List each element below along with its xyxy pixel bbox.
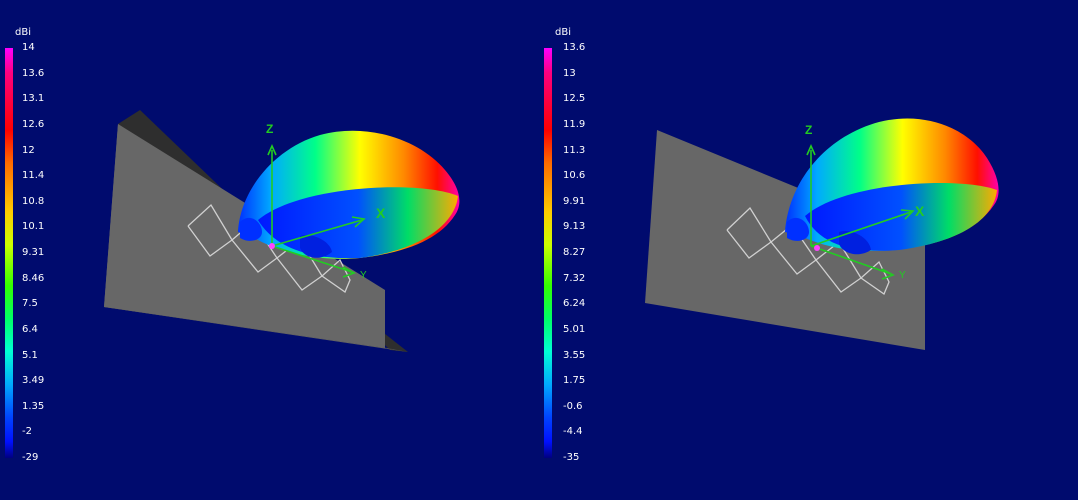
x-axis-label: X xyxy=(376,205,386,221)
legend-tick-label: 10.1 xyxy=(22,221,45,233)
legend-tick-label: 1.75 xyxy=(563,375,586,387)
legend-tick-label: 1.35 xyxy=(22,400,45,412)
x-axis-label: X xyxy=(915,203,925,219)
origin-marker xyxy=(269,243,275,249)
legend-tick-label: 11.3 xyxy=(563,144,586,156)
legend-tick-label: 3.55 xyxy=(563,349,586,361)
legend-tick-label: 8.27 xyxy=(563,247,586,258)
z-axis-label: Z xyxy=(805,123,812,137)
legend-tick-label: 9.31 xyxy=(22,247,45,258)
legend-tick-label: 10.6 xyxy=(563,170,586,182)
color-scale-ticks: 13.6 13 12.5 11.9 11.3 10.6 9.91 9.13 8.27 7.32 6.… xyxy=(563,43,603,463)
legend-tick-label: 11.9 xyxy=(563,118,586,130)
legend-tick-label: 7.5 xyxy=(22,298,38,310)
z-axis-label: Z xyxy=(266,122,273,136)
legend-tick-label: 3.49 xyxy=(22,375,45,387)
legend-tick-label: 6.24 xyxy=(563,298,586,310)
legend-tick-label: 6.4 xyxy=(22,323,38,335)
legend-tick-label: -4.4 xyxy=(563,426,583,438)
legend-tick-label: 9.13 xyxy=(563,221,586,233)
y-axis-label: Y xyxy=(899,270,906,281)
legend-tick-label: 14 xyxy=(22,42,35,53)
legend-tick-label: 5.01 xyxy=(563,323,586,335)
legend-tick-label: 7.32 xyxy=(563,272,586,284)
legend-tick-label: -0.6 xyxy=(563,400,583,412)
legend-unit-label: dBi xyxy=(555,27,571,38)
legend-tick-label: -29 xyxy=(22,452,39,463)
legend-tick-label: 13 xyxy=(563,67,576,79)
legend-tick-label: 9.91 xyxy=(563,195,586,207)
coordinate-axes xyxy=(806,144,915,280)
radiation-pattern-lobe xyxy=(785,118,999,255)
origin-marker xyxy=(814,245,820,251)
legend-tick-label: 5.1 xyxy=(22,349,38,361)
reflector-plate xyxy=(645,130,925,350)
color-scale-bar xyxy=(5,48,13,458)
legend-tick-label: 12.6 xyxy=(22,118,45,130)
legend-tick-label: 13.6 xyxy=(563,42,586,53)
left-pattern-panel: dBi 14 13.6 13.1 12.6 12 11.4 10.8 10.1 9.31 8.46… xyxy=(0,0,539,500)
color-scale-bar xyxy=(544,48,552,458)
3d-radiation-pattern-view[interactable]: Z X Y xyxy=(539,0,1078,500)
legend-tick-label: 12.5 xyxy=(563,93,586,105)
legend-tick-label: 8.46 xyxy=(22,272,45,284)
3d-radiation-pattern-view[interactable]: Z X Y xyxy=(0,0,539,500)
right-pattern-panel: dBi 13.6 13 12.5 11.9 11.3 10.6 9.91 9.13 8.27 7.… xyxy=(539,0,1078,500)
legend-tick-label: 13.6 xyxy=(22,67,45,79)
legend-tick-label: 13.1 xyxy=(22,93,45,105)
legend-tick-label: 12 xyxy=(22,144,35,156)
y-axis-label: Y xyxy=(360,270,367,281)
legend-unit-label: dBi xyxy=(15,27,31,38)
legend-tick-label: -2 xyxy=(22,426,32,438)
legend-tick-label: 11.4 xyxy=(22,170,45,182)
legend-tick-label: -35 xyxy=(563,452,580,463)
legend-tick-label: 10.8 xyxy=(22,195,45,207)
coordinate-axes xyxy=(267,144,366,278)
radiation-pattern-lobe xyxy=(238,130,460,259)
color-scale-ticks: 14 13.6 13.1 12.6 12 11.4 10.8 10.1 9.31 8.46 7.5 6… xyxy=(22,43,62,463)
